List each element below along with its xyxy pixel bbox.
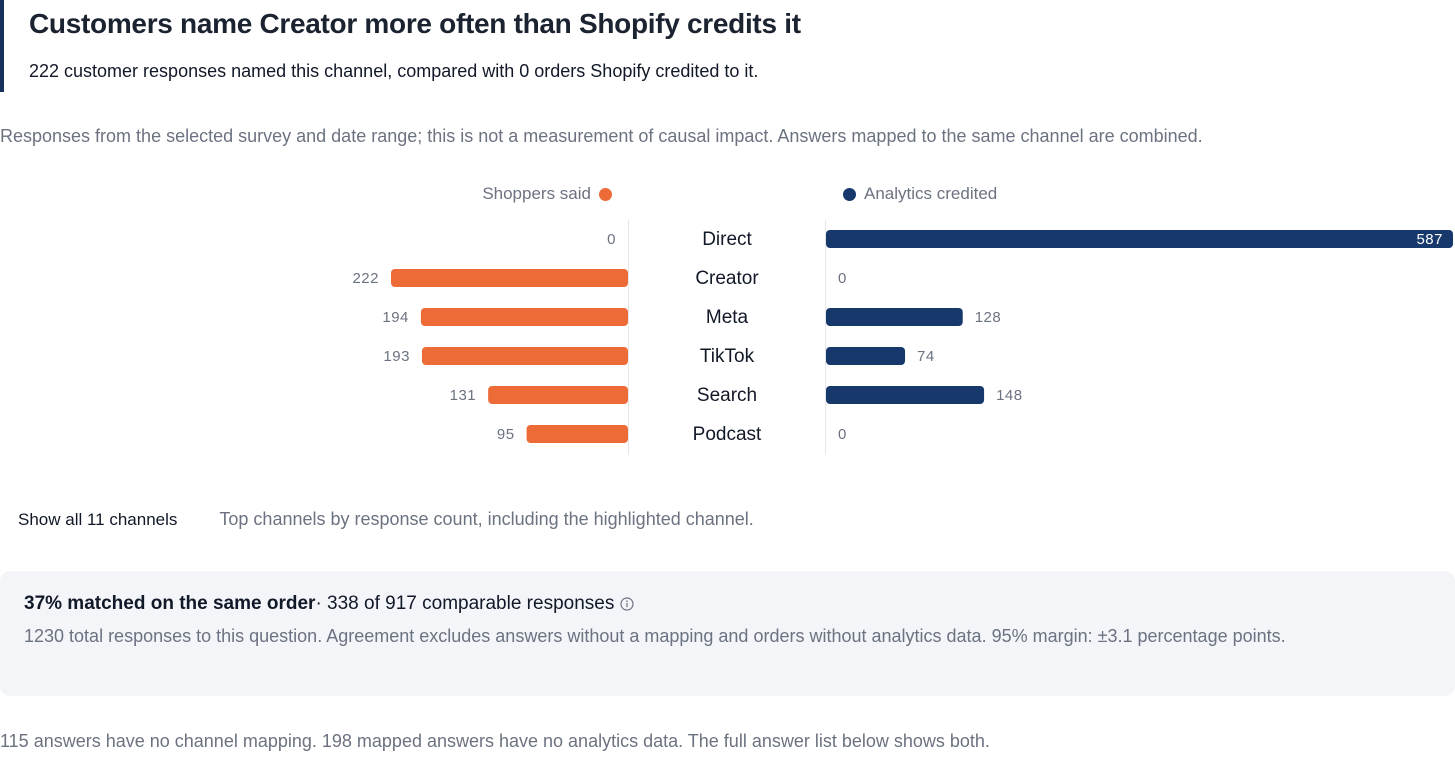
analytics-value-creator: 0 bbox=[838, 270, 847, 287]
shoppers-bar-meta bbox=[420, 308, 628, 326]
butterfly-chart: Direct 0 587 Creator 222 0 Meta 194 128 TikTok 193… bbox=[352, 220, 1453, 455]
chart-caption: Top channels by response count, includin… bbox=[219, 509, 754, 529]
headline-block: Customers name Creator more often than S… bbox=[0, 0, 1455, 92]
analytics-value-podcast: 0 bbox=[838, 426, 847, 443]
analytics-bar-meta bbox=[826, 308, 963, 326]
analytics-value-tiktok: 74 bbox=[917, 348, 935, 365]
analytics-value-search: 148 bbox=[996, 387, 1023, 404]
agreement-headline: 37% matched on the same order · 338 of 9… bbox=[24, 593, 1431, 615]
analytics-bar-direct bbox=[826, 230, 1453, 248]
analytics-value-direct: 587 bbox=[1416, 231, 1443, 248]
page-title: Customers name Creator more often than S… bbox=[29, 8, 801, 39]
info-icon[interactable] bbox=[620, 597, 634, 611]
category-label-podcast: Podcast bbox=[693, 424, 762, 445]
agreement-counts: · 338 of 917 comparable responses bbox=[315, 593, 615, 614]
mapping-note: 115 answers have no channel mapping. 198… bbox=[0, 731, 990, 751]
category-label-tiktok: TikTok bbox=[700, 346, 755, 367]
agreement-detail: 1230 total responses to this question. A… bbox=[24, 626, 1286, 646]
agreement-summary-card: 37% matched on the same order · 338 of 9… bbox=[0, 571, 1455, 696]
show-all-channels-button[interactable]: Show all 11 channels bbox=[18, 509, 178, 529]
shoppers-value-meta: 194 bbox=[382, 309, 409, 326]
legend-shoppers: Shoppers said bbox=[482, 184, 612, 204]
analytics-value-meta: 128 bbox=[975, 309, 1002, 326]
shoppers-bar-search bbox=[488, 386, 628, 404]
chart-footer: Show all 11 channels Top channels by res… bbox=[18, 509, 754, 530]
shoppers-value-direct: 0 bbox=[607, 231, 616, 248]
category-label-creator: Creator bbox=[695, 268, 759, 289]
shoppers-value-tiktok: 193 bbox=[383, 348, 410, 365]
shoppers-bar-podcast bbox=[526, 425, 628, 443]
agreement-rate: 37% matched on the same order bbox=[24, 593, 316, 614]
methodology-note: Responses from the selected survey and d… bbox=[0, 126, 1203, 146]
legend-analytics-label: Analytics credited bbox=[864, 184, 998, 203]
category-label-direct: Direct bbox=[702, 229, 752, 250]
category-label-meta: Meta bbox=[706, 307, 749, 328]
shoppers-value-podcast: 95 bbox=[497, 426, 515, 443]
analytics-bar-tiktok bbox=[826, 347, 906, 365]
legend-analytics-dot bbox=[843, 187, 856, 201]
shoppers-bar-creator bbox=[391, 269, 628, 287]
analytics-bar-search bbox=[826, 386, 985, 404]
category-label-search: Search bbox=[697, 385, 757, 406]
shoppers-value-search: 131 bbox=[450, 387, 477, 404]
legend-shoppers-label: Shoppers said bbox=[482, 184, 591, 203]
legend-shoppers-dot bbox=[599, 187, 612, 201]
page-subtitle: 222 customer responses named this channe… bbox=[29, 61, 759, 81]
legend-analytics: Analytics credited bbox=[843, 184, 997, 204]
shoppers-bar-tiktok bbox=[421, 347, 628, 365]
shoppers-value-creator: 222 bbox=[352, 270, 379, 287]
